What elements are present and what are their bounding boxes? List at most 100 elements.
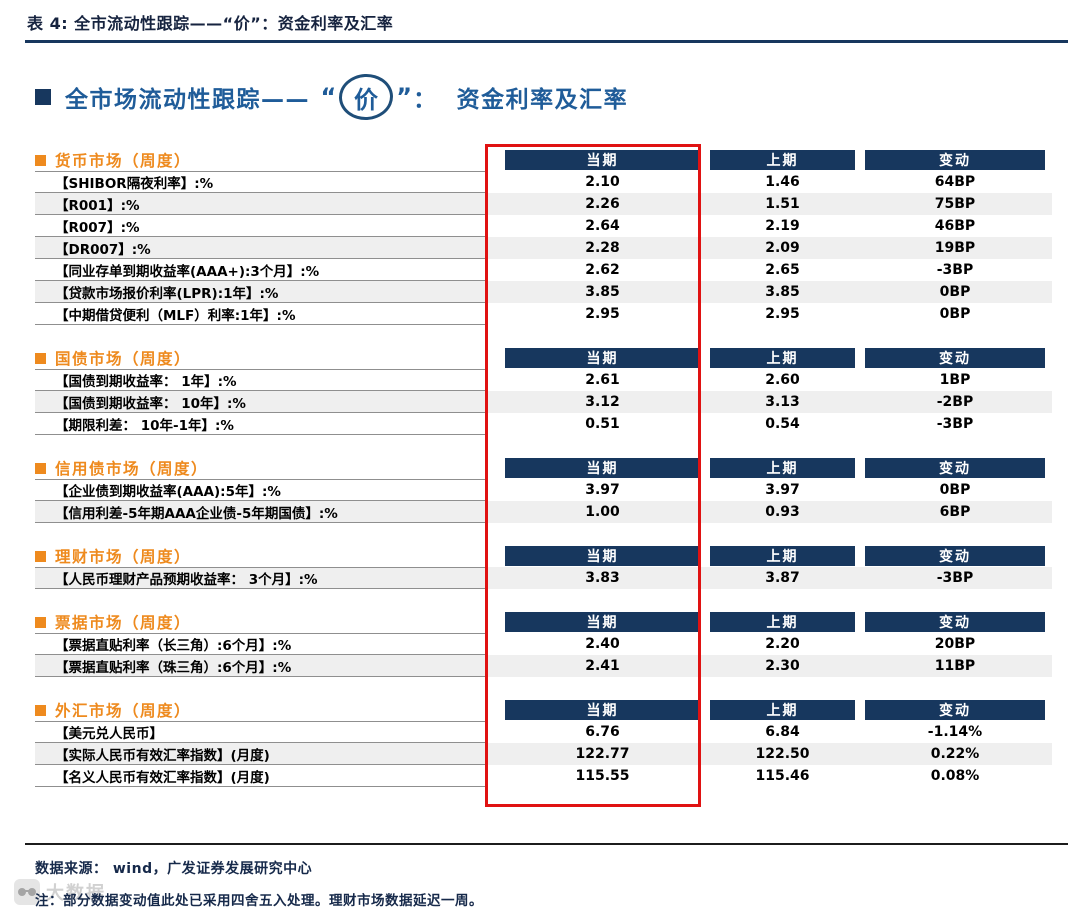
table-row: 【中期借贷便利（MLF）利率:1年】:% 2.95 2.95 0BP: [35, 303, 1052, 325]
previous-value-cell: 2.95: [765, 306, 800, 322]
current-value-cell: 2.64: [585, 218, 620, 234]
change-value-cell: 20BP: [934, 636, 976, 652]
section-header-row: 理财市场（周度） 当期 上期 变动: [35, 545, 1052, 567]
table-row: 【DR007】:% 2.28 2.09 19BP: [35, 237, 1052, 259]
table-section: 外汇市场（周度） 当期 上期 变动 【美元兑人民币】 6.76 6.84 -1.14% 【实际人…: [35, 699, 1052, 787]
row-label: 【人民币理财产品预期收益率： 3个月】:%: [35, 567, 485, 589]
section-title: 货币市场（周度）: [55, 152, 192, 170]
section-title: 理财市场（周度）: [55, 548, 192, 566]
column-header-current: 当期: [505, 458, 700, 478]
column-header-current: 当期: [505, 612, 700, 632]
current-value-cell: 3.85: [585, 284, 620, 300]
title-open-quote: “: [320, 83, 337, 111]
change-value-cell: -3BP: [936, 570, 974, 586]
change-value-cell: -1.14%: [927, 724, 983, 740]
table-row: 【国债到期收益率： 10年】:% 3.12 3.13 -2BP: [35, 391, 1052, 413]
section-bullet-icon: [35, 352, 46, 364]
current-value-cell: 2.40: [585, 636, 620, 652]
section-bullet-icon: [35, 550, 46, 562]
watermark: 大数据: [14, 879, 106, 905]
row-label: 【同业存单到期收益率(AAA+):3个月】:%: [35, 259, 485, 281]
current-value-cell: 1.00: [585, 504, 620, 520]
table-section: 票据市场（周度） 当期 上期 变动 【票据直贴利率（长三角）:6个月】:% 2.40 2.2…: [35, 611, 1052, 677]
column-header-change: 变动: [865, 700, 1045, 720]
previous-value-cell: 0.93: [765, 504, 800, 520]
change-value-cell: -3BP: [936, 416, 974, 432]
previous-value-cell: 3.85: [765, 284, 800, 300]
section-title: 票据市场（周度）: [55, 614, 192, 632]
change-value-cell: 0BP: [939, 306, 971, 322]
column-header-current: 当期: [505, 150, 700, 170]
section-title-cell: 货币市场（周度）: [35, 149, 485, 171]
column-header-current: 当期: [505, 700, 700, 720]
section-header-row: 信用债市场（周度） 当期 上期 变动: [35, 457, 1052, 479]
table-row: 【同业存单到期收益率(AAA+):3个月】:% 2.62 2.65 -3BP: [35, 259, 1052, 281]
previous-value-cell: 2.19: [765, 218, 800, 234]
table-row: 【贷款市场报价利率(LPR):1年】:% 3.85 3.85 0BP: [35, 281, 1052, 303]
change-value-cell: -2BP: [936, 394, 974, 410]
column-header-change: 变动: [865, 612, 1045, 632]
table-row: 【票据直贴利率（长三角）:6个月】:% 2.40 2.20 20BP: [35, 633, 1052, 655]
column-header-previous: 上期: [710, 150, 855, 170]
section-header-row: 国债市场（周度） 当期 上期 变动: [35, 347, 1052, 369]
row-label: 【贷款市场报价利率(LPR):1年】:%: [35, 281, 485, 303]
change-value-cell: 1BP: [939, 372, 971, 388]
table-caption: 表 4: 全市流动性跟踪——“价”：资金利率及汇率: [27, 14, 394, 33]
table-row: 【美元兑人民币】 6.76 6.84 -1.14%: [35, 721, 1052, 743]
row-label: 【期限利差： 10年-1年】:%: [35, 413, 485, 435]
row-label: 【SHIBOR隔夜利率】:%: [35, 171, 485, 193]
current-value-cell: 0.51: [585, 416, 620, 432]
change-value-cell: 0.22%: [930, 746, 980, 762]
previous-value-cell: 2.65: [765, 262, 800, 278]
previous-value-cell: 115.46: [755, 768, 810, 784]
current-value-cell: 122.77: [575, 746, 630, 762]
row-label: 【票据直贴利率（珠三角）:6个月】:%: [35, 655, 485, 677]
section-bullet-icon: [35, 154, 46, 166]
change-value-cell: 0.08%: [930, 768, 980, 784]
section-title-cell: 国债市场（周度）: [35, 347, 485, 369]
table-row: 【SHIBOR隔夜利率】:% 2.10 1.46 64BP: [35, 171, 1052, 193]
previous-value-cell: 3.97: [765, 482, 800, 498]
table-row: 【R001】:% 2.26 1.51 75BP: [35, 193, 1052, 215]
table-row: 【票据直贴利率（珠三角）:6个月】:% 2.41 2.30 11BP: [35, 655, 1052, 677]
table-row: 【实际人民币有效汇率指数】(月度) 122.77 122.50 0.22%: [35, 743, 1052, 765]
column-header-change: 变动: [865, 150, 1045, 170]
row-label: 【R001】:%: [35, 193, 485, 215]
row-label: 【国债到期收益率： 10年】:%: [35, 391, 485, 413]
section-title-cell: 理财市场（周度）: [35, 545, 485, 567]
column-header-previous: 上期: [710, 700, 855, 720]
column-header-change: 变动: [865, 458, 1045, 478]
change-value-cell: 6BP: [939, 504, 971, 520]
section-header-row: 外汇市场（周度） 当期 上期 变动: [35, 699, 1052, 721]
table-row: 【期限利差： 10年-1年】:% 0.51 0.54 -3BP: [35, 413, 1052, 435]
previous-value-cell: 2.20: [765, 636, 800, 652]
section-title: 信用债市场（周度）: [55, 460, 209, 478]
table-section: 货币市场（周度） 当期 上期 变动 【SHIBOR隔夜利率】:% 2.10 1.46 64BP…: [35, 149, 1052, 325]
previous-value-cell: 3.13: [765, 394, 800, 410]
change-value-cell: 75BP: [934, 196, 976, 212]
current-value-cell: 2.28: [585, 240, 620, 256]
table-section: 信用债市场（周度） 当期 上期 变动 【企业债到期收益率(AAA):5年】:% 3.97 3…: [35, 457, 1052, 523]
change-value-cell: 0BP: [939, 482, 971, 498]
column-header-previous: 上期: [710, 348, 855, 368]
change-value-cell: 64BP: [934, 174, 976, 190]
watermark-text: 大数据: [46, 883, 106, 904]
current-value-cell: 3.83: [585, 570, 620, 586]
section-header-row: 货币市场（周度） 当期 上期 变动: [35, 149, 1052, 171]
change-value-cell: 46BP: [934, 218, 976, 234]
previous-value-cell: 122.50: [755, 746, 810, 762]
title-suffix: ： 资金利率及汇率: [413, 87, 629, 113]
row-label: 【中期借贷便利（MLF）利率:1年】:%: [35, 303, 485, 325]
previous-value-cell: 2.30: [765, 658, 800, 674]
table-section: 理财市场（周度） 当期 上期 变动 【人民币理财产品预期收益率： 3个月】:% 3.83 3…: [35, 545, 1052, 589]
column-header-current: 当期: [505, 348, 700, 368]
table-row: 【R007】:% 2.64 2.19 46BP: [35, 215, 1052, 237]
circled-word: 价: [354, 85, 379, 114]
row-label: 【R007】:%: [35, 215, 485, 237]
column-header-previous: 上期: [710, 546, 855, 566]
table-row: 【国债到期收益率： 1年】:% 2.61 2.60 1BP: [35, 369, 1052, 391]
previous-value-cell: 1.51: [765, 196, 800, 212]
previous-value-cell: 3.87: [765, 570, 800, 586]
column-header-change: 变动: [865, 348, 1045, 368]
